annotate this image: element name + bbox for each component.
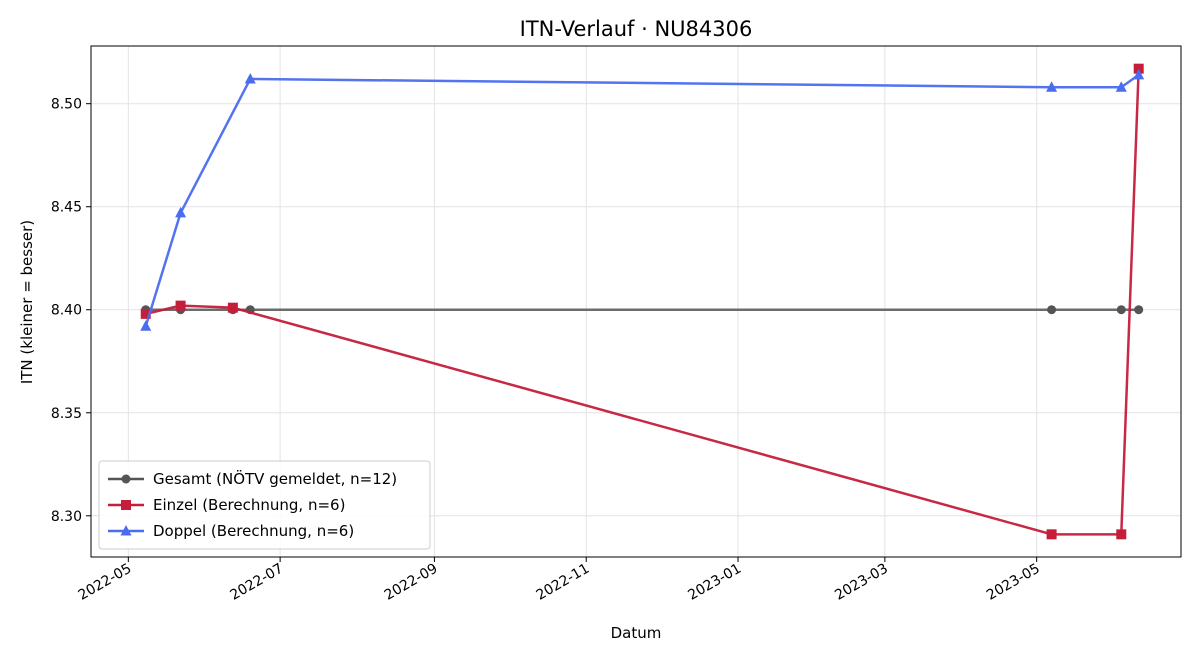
data-point [1116, 305, 1126, 315]
legend-entry: Gesamt (NÖTV gemeldet, n=12) [108, 469, 397, 488]
legend-label: Doppel (Berechnung, n=6) [153, 522, 354, 540]
legend-box [98, 460, 431, 550]
y-tick-label: 8.30 [51, 509, 82, 525]
plot-frame [90, 45, 1182, 558]
legend-entry: Doppel (Berechnung, n=6) [108, 522, 354, 540]
data-point [140, 308, 151, 319]
x-tick-label: 2023-05 [984, 561, 1043, 604]
chart-title: ITN-Verlauf · NU84306 [520, 17, 753, 41]
x-tick-label: 2022-11 [534, 561, 593, 604]
series-0 [141, 305, 1144, 315]
series-line [145, 68, 1140, 536]
data-point [175, 206, 187, 218]
y-tick-label: 8.45 [51, 200, 82, 216]
series-1 [140, 63, 1144, 540]
legend-entry: Einzel (Berechnung, n=6) [108, 496, 345, 514]
legend: Gesamt (NÖTV gemeldet, n=12) Einzel (Bere… [98, 460, 431, 550]
y-axis-label: ITN (kleiner = besser) [18, 220, 36, 384]
data-point [1115, 81, 1127, 92]
y-tick-label: 8.40 [51, 303, 82, 319]
series-layer [140, 63, 1145, 540]
data-point [1046, 81, 1058, 92]
data-point [244, 72, 256, 84]
data-point [175, 300, 186, 311]
series-line [144, 73, 1140, 327]
legend-label: Gesamt (NÖTV gemeldet, n=12) [153, 469, 397, 488]
data-point [140, 320, 152, 331]
x-tick-label: 2022-07 [227, 561, 286, 604]
data-point [227, 302, 238, 313]
x-axis-label: Datum [611, 624, 662, 642]
data-point [1134, 305, 1144, 315]
x-tick-label: 2022-05 [76, 561, 135, 604]
x-tick-label: 2023-01 [685, 561, 744, 604]
data-point [1047, 305, 1057, 315]
x-tick-label: 2023-03 [832, 561, 891, 604]
legend-label: Einzel (Berechnung, n=6) [153, 496, 345, 514]
data-point [1133, 68, 1145, 80]
data-point [1116, 529, 1127, 540]
legend-marker [121, 474, 131, 484]
data-point [1133, 63, 1144, 74]
series-2 [140, 68, 1145, 331]
data-point [1046, 529, 1057, 540]
x-tick-label: 2022-09 [382, 561, 441, 604]
legend-marker [120, 525, 132, 536]
legend-marker [121, 500, 131, 510]
y-tick-label: 8.50 [51, 97, 82, 113]
y-tick-label: 8.35 [51, 406, 82, 422]
